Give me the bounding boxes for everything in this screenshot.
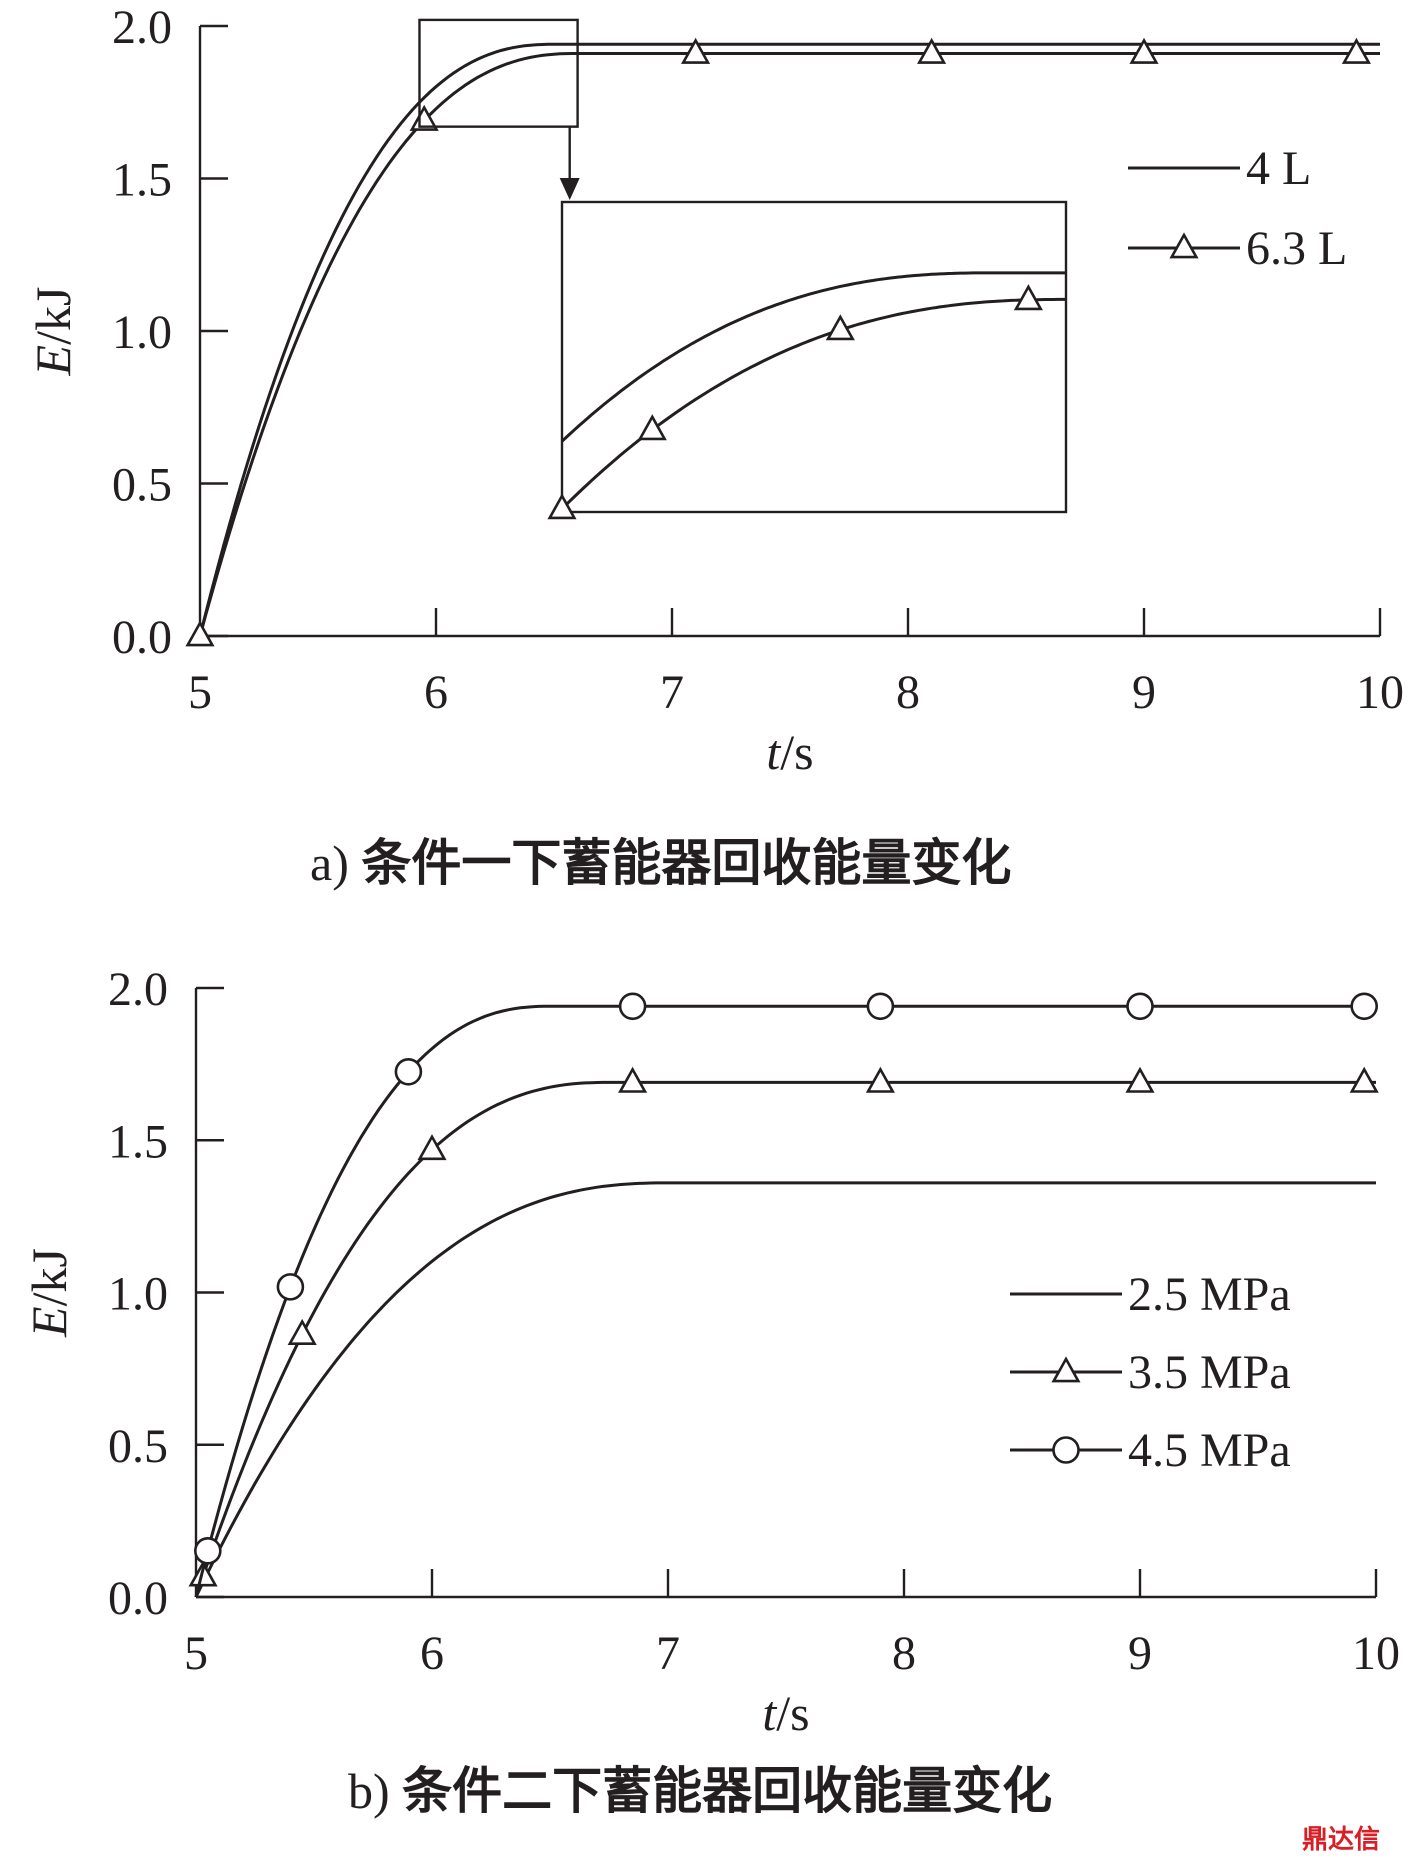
inset-frame (560, 200, 1068, 514)
panel-b-chart: 0.0 0.5 1.0 1.5 2.0 5 6 7 8 9 10 t/s E/kJ 2.5 MPa 3.5 … (21, 963, 1400, 1820)
series-marker (276, 1273, 305, 1301)
y-tick-label: 0.0 (112, 611, 172, 664)
series-line (194, 1080, 1376, 1598)
legend-marker (1052, 1436, 1080, 1464)
x-tick-label: 8 (896, 666, 920, 719)
y-tick-label: 0.5 (108, 1420, 168, 1473)
series-marker (394, 1057, 423, 1086)
y-tick-label: 0.0 (108, 1572, 168, 1625)
inset-series-marker (637, 414, 667, 441)
x-tick-label: 9 (1132, 666, 1156, 719)
inset-series-marker (825, 314, 855, 341)
x-tick-label: 7 (656, 1627, 680, 1680)
y-axis-label-unit: /kJ (25, 287, 81, 345)
panel-a-chart: 0.0 0.5 1.0 1.5 2.0 5 6 7 8 9 10 t/s E/kJ 4 L 6.3 L a) … (25, 1, 1404, 892)
x-tick-label: 10 (1352, 1627, 1400, 1680)
series-marker (1349, 1066, 1379, 1093)
y-axis-label: E/kJ (21, 1248, 77, 1338)
panel-letter: a) (310, 835, 361, 891)
y-axis-label-unit: /kJ (21, 1248, 77, 1306)
inset-series-marker (547, 493, 577, 520)
x-tick-label: 6 (424, 666, 448, 719)
panel-caption-text: 条件二下蓄能器回收能量变化 (402, 1762, 1052, 1820)
x-tick-label: 5 (188, 666, 212, 719)
y-tick-label: 1.0 (112, 306, 172, 359)
series-line (194, 1181, 1376, 1598)
panel-letter: b) (348, 1763, 402, 1819)
series-marker (618, 992, 647, 1021)
y-tick-label: 1.0 (108, 1268, 168, 1321)
legend-label: 3.5 MPa (1128, 1346, 1291, 1399)
series-marker (287, 1318, 317, 1345)
zoom-region-box (418, 18, 579, 128)
x-tick-label: 8 (892, 1627, 916, 1680)
series-marker (185, 620, 215, 647)
x-tick-label: 9 (1128, 1627, 1152, 1680)
series-line (194, 1004, 1376, 1598)
watermark-text: 鼎达信 (1302, 1825, 1380, 1855)
y-axis-label-var: E (21, 1306, 77, 1338)
x-tick-label: 5 (184, 1627, 208, 1680)
x-tick-label: 6 (420, 1627, 444, 1680)
y-axis-label-var: E (25, 345, 81, 377)
legend-label: 4 L (1246, 142, 1311, 195)
series-marker (1350, 992, 1378, 1021)
y-tick-label: 2.0 (112, 1, 172, 54)
zoom-arrow-head (559, 178, 580, 200)
x-axis-label-var: t (766, 724, 781, 780)
legend-marker (1051, 1356, 1081, 1383)
series-line (198, 52, 1380, 637)
y-tick-label: 2.0 (108, 963, 168, 1016)
series-marker (194, 1537, 222, 1565)
panel-caption: a) 条件一下蓄能器回收能量变化 (310, 834, 1011, 892)
series-marker (865, 1066, 895, 1093)
legend-label: 4.5 MPa (1128, 1424, 1291, 1477)
y-tick-label: 1.5 (112, 154, 172, 207)
legend-marker (1169, 232, 1199, 259)
series-marker (618, 1066, 648, 1093)
y-axis-label: E/kJ (25, 287, 81, 377)
series-line (198, 42, 1380, 637)
x-axis-label-unit: /s (776, 1685, 809, 1741)
x-axis-label-unit: /s (780, 724, 813, 780)
series-marker (1341, 37, 1371, 64)
x-axis-label: t/s (766, 724, 813, 780)
series-marker (409, 104, 439, 131)
x-tick-label: 7 (660, 666, 684, 719)
series-marker (1125, 1066, 1155, 1093)
x-axis-label-var: t (762, 1685, 777, 1741)
series-marker (917, 37, 947, 64)
y-tick-label: 1.5 (108, 1115, 168, 1168)
panel-caption: b) 条件二下蓄能器回收能量变化 (348, 1762, 1052, 1820)
legend-label: 6.3 L (1246, 222, 1347, 275)
series-marker (1129, 37, 1159, 64)
series-marker (681, 37, 711, 64)
x-axis-label: t/s (762, 1685, 809, 1741)
x-tick-label: 10 (1356, 666, 1404, 719)
panel-caption-text: 条件一下蓄能器回收能量变化 (361, 834, 1011, 892)
legend-label: 2.5 MPa (1128, 1268, 1291, 1321)
series-marker (866, 992, 895, 1021)
inset-series-marker (1013, 284, 1043, 311)
inset-series-line (560, 271, 1066, 443)
y-tick-label: 0.5 (112, 459, 172, 512)
series-marker (417, 1134, 447, 1161)
series-marker (1126, 992, 1154, 1021)
